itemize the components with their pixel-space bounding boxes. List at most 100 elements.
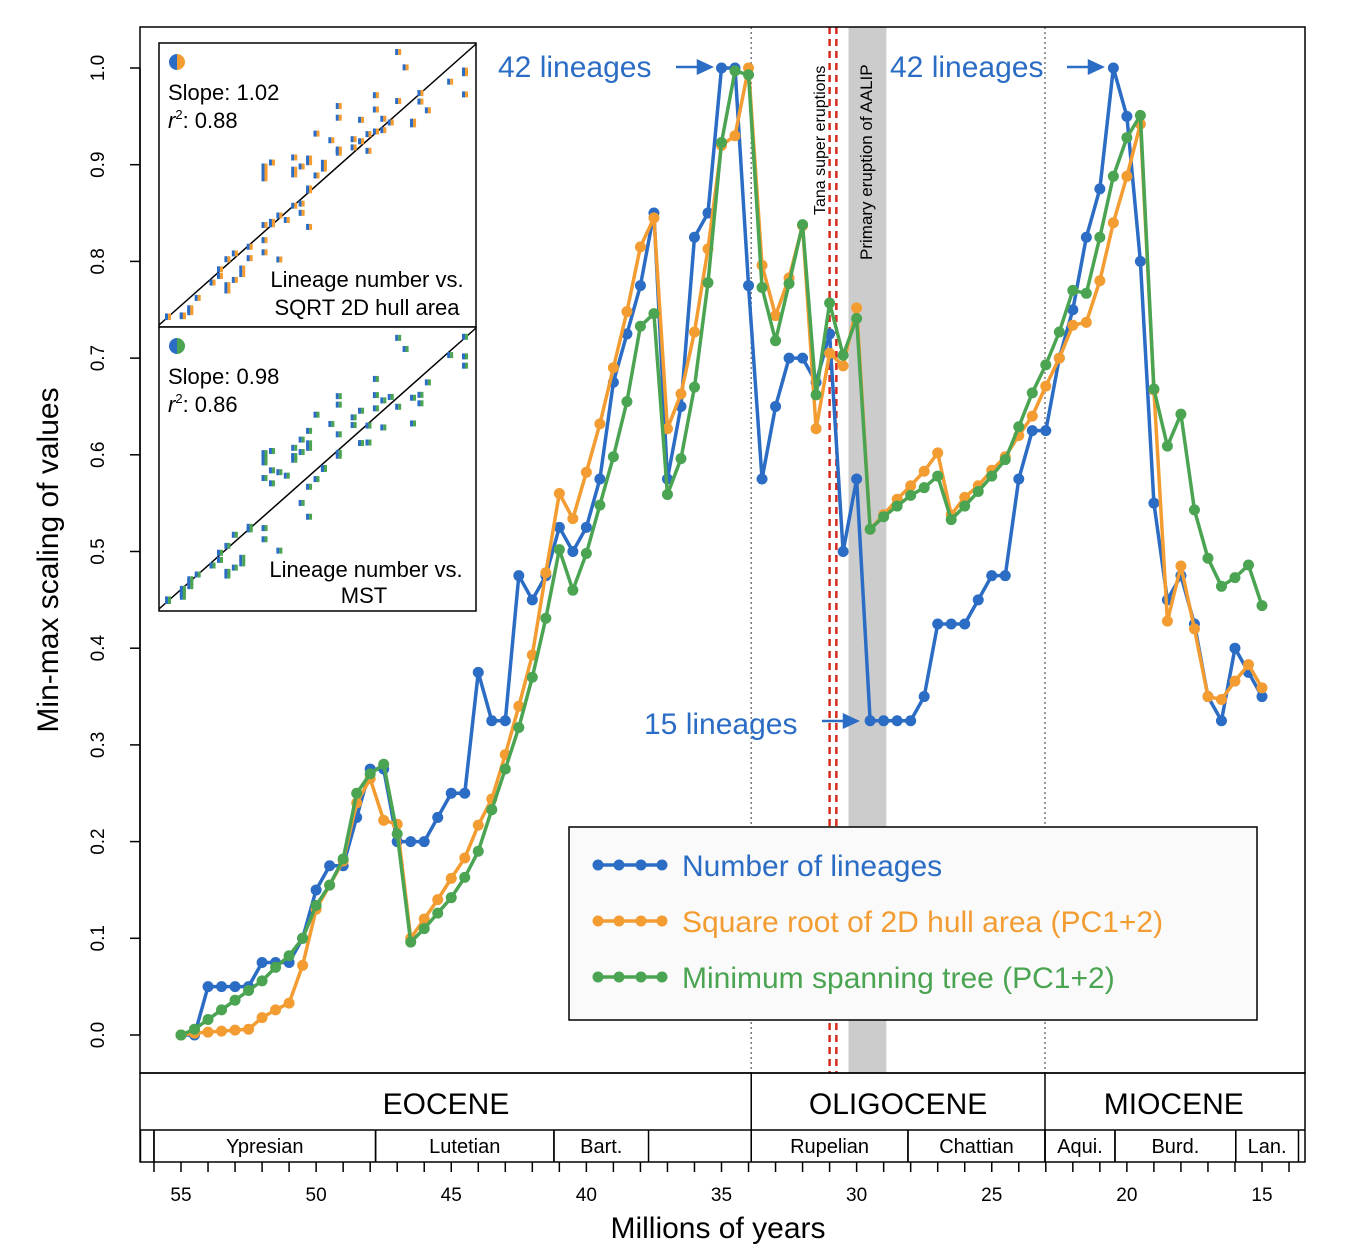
data-point xyxy=(918,465,930,477)
inset-point xyxy=(276,212,280,219)
inset-point xyxy=(395,334,399,341)
inset-point xyxy=(227,282,231,289)
data-point xyxy=(513,700,525,712)
legend-box xyxy=(568,826,1258,1021)
inset-point xyxy=(402,345,406,352)
data-point xyxy=(256,975,268,987)
data-point xyxy=(688,381,700,393)
inset-point xyxy=(398,403,402,410)
insets xyxy=(158,42,477,612)
inset-point xyxy=(338,393,342,400)
inset-point xyxy=(417,400,421,407)
inset-point xyxy=(261,171,265,178)
inset-point xyxy=(268,480,272,487)
x-tick-label: 20 xyxy=(1116,1185,1137,1206)
y-tick-label: 1.0 xyxy=(88,55,109,81)
data-point xyxy=(1242,659,1254,671)
data-point xyxy=(1256,691,1268,703)
inset-point xyxy=(224,568,228,575)
inset-point xyxy=(390,393,394,400)
inset-point xyxy=(306,444,310,451)
inset-point xyxy=(395,403,399,410)
inset-point xyxy=(194,571,198,578)
inset-point xyxy=(182,312,186,319)
inset-point xyxy=(234,564,238,571)
inset-point xyxy=(309,159,313,166)
inset-point xyxy=(271,467,275,474)
data-point xyxy=(743,69,755,81)
inset-point xyxy=(309,483,313,490)
stage-label: Lutetian xyxy=(429,1136,500,1158)
inset-point xyxy=(294,171,298,178)
inset-point xyxy=(165,596,168,603)
data-point xyxy=(1094,275,1106,287)
inset-point xyxy=(227,542,231,549)
legend: Number of lineages Square root of 2D hul… xyxy=(568,826,1258,1021)
inset-point xyxy=(294,454,298,461)
inset-point xyxy=(261,459,265,466)
data-point xyxy=(607,451,619,463)
data-point xyxy=(878,511,890,523)
inset-point xyxy=(306,155,310,162)
inset-point xyxy=(372,92,376,99)
data-point xyxy=(513,721,525,733)
data-point xyxy=(459,852,471,864)
inset-point xyxy=(301,436,305,443)
x-tick-label: 35 xyxy=(711,1185,732,1206)
inset-point xyxy=(313,476,317,483)
inset-point xyxy=(398,49,402,55)
inset-point xyxy=(313,411,317,418)
inset-point xyxy=(361,138,365,145)
inset-point xyxy=(219,556,223,563)
inset-point xyxy=(420,400,424,407)
legend-marker xyxy=(613,859,625,871)
inset-point xyxy=(212,279,216,286)
stage-label: Aqui. xyxy=(1057,1136,1103,1158)
data-point xyxy=(1013,473,1025,485)
aalip-label: Primary eruption of AALIP xyxy=(857,64,876,260)
data-point xyxy=(986,570,998,582)
inset-point xyxy=(405,345,409,352)
data-point xyxy=(675,453,687,465)
inset-point xyxy=(168,596,171,603)
inset-point xyxy=(383,397,387,404)
trough-annotation: 15 lineages xyxy=(644,708,797,741)
inset-point xyxy=(190,583,194,590)
inset-point xyxy=(331,137,335,144)
inset-point xyxy=(264,175,268,182)
inset-point xyxy=(298,499,302,506)
x-tick-label: 50 xyxy=(306,1185,327,1206)
data-point xyxy=(418,836,430,848)
inset2-r2: r2: 0.86 xyxy=(168,391,238,417)
inset-point xyxy=(264,237,268,244)
legend-label: Number of lineages xyxy=(682,850,942,883)
inset-point xyxy=(338,449,342,456)
inset-point xyxy=(368,147,372,154)
inset-point xyxy=(372,106,376,113)
data-point xyxy=(1040,380,1052,392)
inset-point xyxy=(365,131,369,138)
inset-point xyxy=(450,352,454,359)
data-point xyxy=(1040,359,1052,371)
inset-point xyxy=(261,249,265,256)
inset-point xyxy=(291,444,295,451)
inset-point xyxy=(279,547,283,554)
data-point xyxy=(824,347,836,359)
inset-point xyxy=(398,98,402,105)
inset-point xyxy=(387,119,391,126)
data-point xyxy=(1242,559,1254,571)
inset-point xyxy=(286,217,290,224)
data-point xyxy=(945,514,957,526)
inset-point xyxy=(165,313,168,320)
legend-marker xyxy=(613,915,625,927)
inset-point xyxy=(239,265,243,272)
data-point xyxy=(310,884,322,896)
inset-point xyxy=(301,209,305,216)
data-point xyxy=(1053,352,1065,364)
y-tick-label: 0.0 xyxy=(88,1022,109,1048)
inset-point xyxy=(261,237,265,244)
tana-label: Tana super eruptions xyxy=(812,66,829,215)
inset-point xyxy=(298,449,302,456)
inset-point xyxy=(301,163,305,170)
data-point xyxy=(661,423,673,435)
